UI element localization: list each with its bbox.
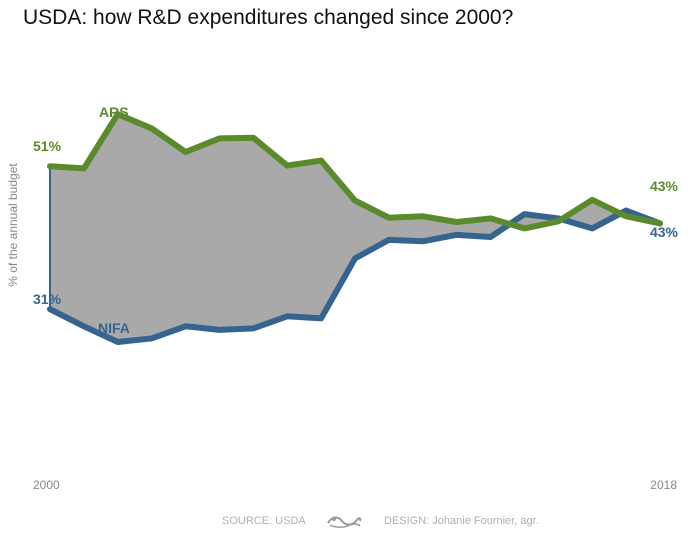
ars-series-name: ARS (99, 104, 129, 120)
source-credit: SOURCE: USDA (222, 515, 306, 527)
ars-start-value: 51% (33, 138, 62, 154)
nifa-series-name: NIFA (98, 320, 130, 336)
ars-end-value: 43% (650, 178, 679, 194)
nifa-start-value: 31% (33, 291, 62, 307)
x-tick-end: 2018 (650, 478, 677, 492)
chart-title: USDA: how R&D expenditures changed since… (23, 6, 514, 29)
series-labels: ARS NIFA 51% 31% 43% 43% (33, 104, 679, 336)
design-credit: DESIGN: Johanie Fournier, agr. (384, 515, 539, 527)
x-tick-start: 2000 (33, 478, 60, 492)
y-axis-label: % of the annual budget (6, 163, 20, 287)
ars-series-line (47, 111, 663, 232)
footer: SOURCE: USDA DESIGN: Johanie Fournier, a… (0, 512, 690, 532)
designer-logo-icon (324, 512, 364, 533)
gap-band (50, 114, 660, 343)
nifa-end-value: 43% (650, 224, 679, 240)
